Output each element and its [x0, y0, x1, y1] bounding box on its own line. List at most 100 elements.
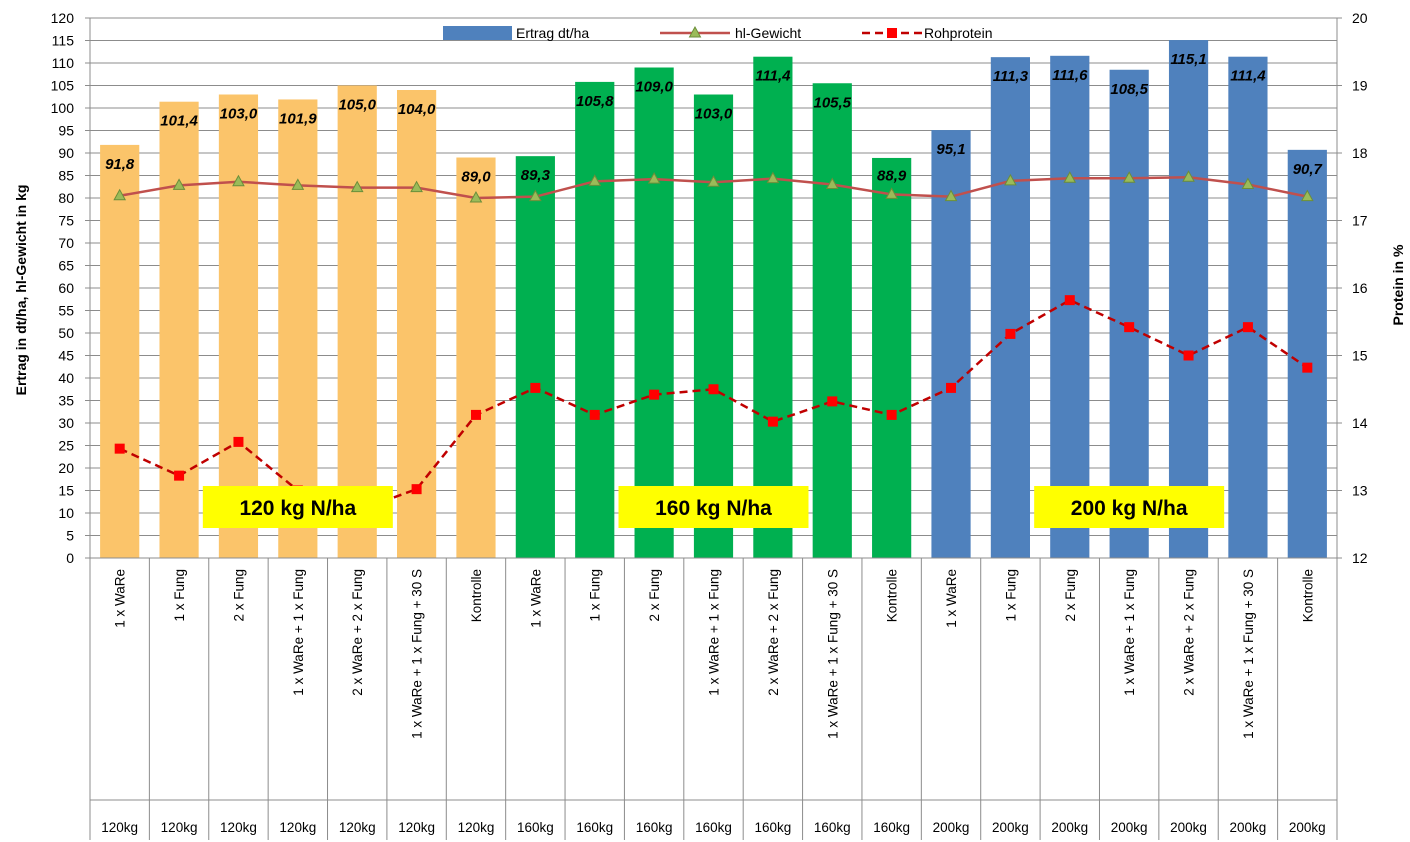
y2-axis-title: Protein in %	[1390, 244, 1406, 325]
bar-value-label: 115,1	[1170, 51, 1206, 68]
category-label: 1 x WaRe	[944, 569, 959, 628]
y-tick-label: 65	[58, 258, 74, 274]
rohprotein-marker	[767, 416, 778, 427]
hl-gewicht-marker	[825, 177, 839, 189]
group-label: 200kg	[992, 820, 1029, 835]
group-box	[202, 486, 393, 528]
y2-tick-label: 14	[1352, 415, 1368, 431]
category-label: 1 x Fung	[172, 569, 187, 622]
category-label: 2 x Fung	[231, 569, 246, 622]
rohprotein-marker	[530, 382, 541, 393]
y-tick-label: 20	[58, 460, 74, 476]
bar	[575, 81, 615, 559]
hl-gewicht-marker	[707, 175, 720, 187]
rohprotein-marker	[114, 443, 125, 454]
group-label: 120kg	[101, 820, 138, 835]
bar-value-label: 109,0	[635, 79, 673, 96]
category-table: 1 x WaRe 1 x Fung 2 x Fung 1 x WaRe + 1 x F…	[89, 558, 1338, 840]
hl-gewicht-marker	[885, 187, 898, 199]
y2-tick-label: 15	[1352, 348, 1368, 364]
bar-value-label: 111,3	[993, 68, 1029, 85]
rohprotein-marker	[1302, 362, 1313, 373]
bar-value-label: 88,9	[877, 167, 907, 184]
bar	[218, 94, 259, 558]
hl-gewicht-marker	[766, 171, 780, 184]
group-label: 160kg	[517, 820, 554, 835]
legend-swatch-marker	[887, 28, 897, 38]
hl-gewicht-marker	[1300, 189, 1314, 202]
y2-tick-label: 20	[1352, 10, 1368, 26]
y-tick-label: 55	[58, 303, 74, 319]
hl-gewicht-marker	[529, 189, 542, 202]
y-tick-label: 25	[58, 438, 74, 454]
category-label: 2 x Fung	[647, 569, 662, 622]
y-tick-label: 85	[58, 168, 74, 184]
category-label: 1 x WaRe + 1 x Fung + 30 S	[825, 569, 840, 739]
bar	[278, 99, 318, 558]
group-label: 160kg	[636, 820, 673, 835]
bar	[753, 56, 793, 558]
bar-value-label: 105,8	[576, 93, 614, 110]
y-tick-label: 0	[66, 550, 74, 566]
group-label: 120kg	[339, 820, 376, 835]
bar-value-label: 105,0	[338, 97, 376, 114]
data-labels: 91,8 101,4 103,0 101,9 105,0 104,0 89,0 89,3 105…	[105, 51, 1322, 185]
hl-gewicht-marker	[172, 178, 186, 190]
y-tick-label: 80	[58, 190, 74, 206]
bar	[1168, 40, 1209, 559]
rohprotein-marker	[1183, 350, 1194, 361]
y-tick-label: 35	[58, 393, 74, 409]
bar	[456, 157, 496, 558]
bar-value-label: 90,7	[1293, 161, 1323, 178]
bar	[515, 156, 555, 558]
hl-gewicht-marker	[647, 172, 661, 184]
y-tick-label: 115	[52, 33, 75, 49]
group-label: 120kg	[279, 820, 316, 835]
hl-gewicht-marker	[232, 174, 245, 187]
y-tick-label: 95	[58, 123, 74, 139]
rohprotein-marker	[1124, 322, 1135, 333]
bar	[100, 144, 140, 558]
category-label: 2 x WaRe + 2 x Fung	[1182, 569, 1197, 696]
category-label: Kontrolle	[469, 569, 484, 622]
bar	[1287, 149, 1327, 558]
hl-gewicht-marker	[410, 180, 423, 193]
bar-value-label: 103,0	[695, 106, 733, 123]
y-tick-label: 5	[66, 528, 74, 544]
bar-value-label: 91,8	[105, 156, 135, 173]
rohprotein-marker	[1242, 322, 1253, 333]
rohprotein-line	[119, 298, 1309, 513]
bar-value-label: 105,5	[813, 94, 851, 111]
legend-label: Ertrag dt/ha	[516, 25, 589, 41]
y-tick-label: 90	[58, 145, 74, 161]
bar	[337, 85, 377, 558]
bar	[1050, 55, 1090, 559]
group-label: 120kg	[220, 820, 257, 835]
group-box-label: 160 kg N/ha	[655, 497, 772, 520]
category-label: 1 x WaRe	[113, 569, 128, 628]
y-tick-label: 100	[51, 100, 75, 116]
group-label: 200kg	[1111, 820, 1148, 835]
group-label: 160kg	[576, 820, 613, 835]
bar-value-label: 89,0	[461, 169, 491, 186]
category-label: 1 x WaRe + 1 x Fung	[1122, 569, 1137, 696]
y2-tick-label: 17	[1352, 213, 1368, 229]
rohprotein-marker	[411, 484, 422, 495]
group-label: 200kg	[1051, 820, 1088, 835]
group-label: 160kg	[814, 820, 851, 835]
group-box	[1034, 486, 1225, 528]
hl-gewicht-marker	[113, 188, 127, 201]
category-label: 1 x WaRe + 1 x Fung + 30 S	[410, 569, 425, 739]
bar-value-label: 111,6	[1052, 67, 1088, 84]
nitrogen-level-boxes: 120 kg N/ha 160 kg N/ha 200 kg N/ha	[202, 486, 1225, 528]
bar-value-label: 111,4	[755, 68, 791, 85]
y-tick-label: 105	[51, 78, 75, 94]
hl-gewicht-marker	[588, 174, 602, 186]
rohprotein-marker	[233, 436, 244, 447]
y-tick-label: 120	[51, 10, 75, 26]
y-tick-label: 75	[58, 213, 74, 229]
hl-gewicht-marker	[1182, 170, 1195, 182]
rohprotein-marker	[1005, 328, 1016, 339]
y-tick-label: 45	[58, 348, 74, 364]
